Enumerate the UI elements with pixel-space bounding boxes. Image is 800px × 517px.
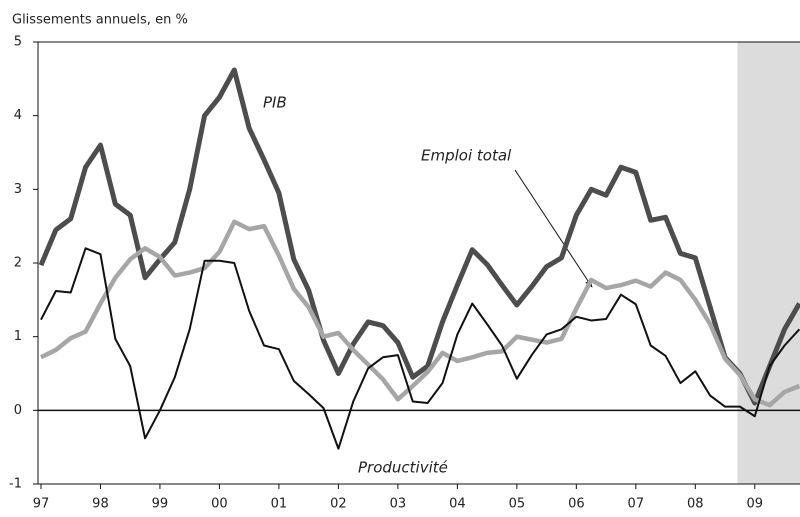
x-tick-label: 99 xyxy=(152,497,169,512)
y-tick-label: 2 xyxy=(14,256,22,271)
y-tick-label: 3 xyxy=(14,182,22,197)
series-label: Emploi total xyxy=(421,147,512,165)
series-label: Productivité xyxy=(358,459,448,477)
x-tick-label: 06 xyxy=(568,497,585,512)
series-line xyxy=(40,247,800,450)
y-tick-label: 0 xyxy=(14,403,22,418)
x-tick-label: 98 xyxy=(92,497,109,512)
x-tick-label: 07 xyxy=(628,497,645,512)
x-tick-label: 97 xyxy=(33,497,50,512)
x-tick-label: 01 xyxy=(271,497,288,512)
series-line xyxy=(39,219,800,408)
x-tick-label: 05 xyxy=(509,497,526,512)
y-tick-label: 1 xyxy=(14,329,22,344)
x-tick-label: 03 xyxy=(390,497,407,512)
x-tick-label: 09 xyxy=(747,497,764,512)
x-tick-label: 08 xyxy=(687,497,704,512)
x-tick-label: 00 xyxy=(211,497,228,512)
y-tick-label: 4 xyxy=(14,108,22,123)
annotation-arrow xyxy=(514,169,593,288)
y-axis-label: Glissements annuels, en % xyxy=(12,13,188,28)
series-label: PIB xyxy=(263,94,287,112)
series-line xyxy=(38,67,800,406)
y-tick-label: 5 xyxy=(14,35,22,50)
forecast-shade xyxy=(737,42,800,484)
x-tick-label: 04 xyxy=(449,497,466,512)
y-tick-label: -1 xyxy=(9,477,22,492)
x-tick-label: 02 xyxy=(330,497,347,512)
